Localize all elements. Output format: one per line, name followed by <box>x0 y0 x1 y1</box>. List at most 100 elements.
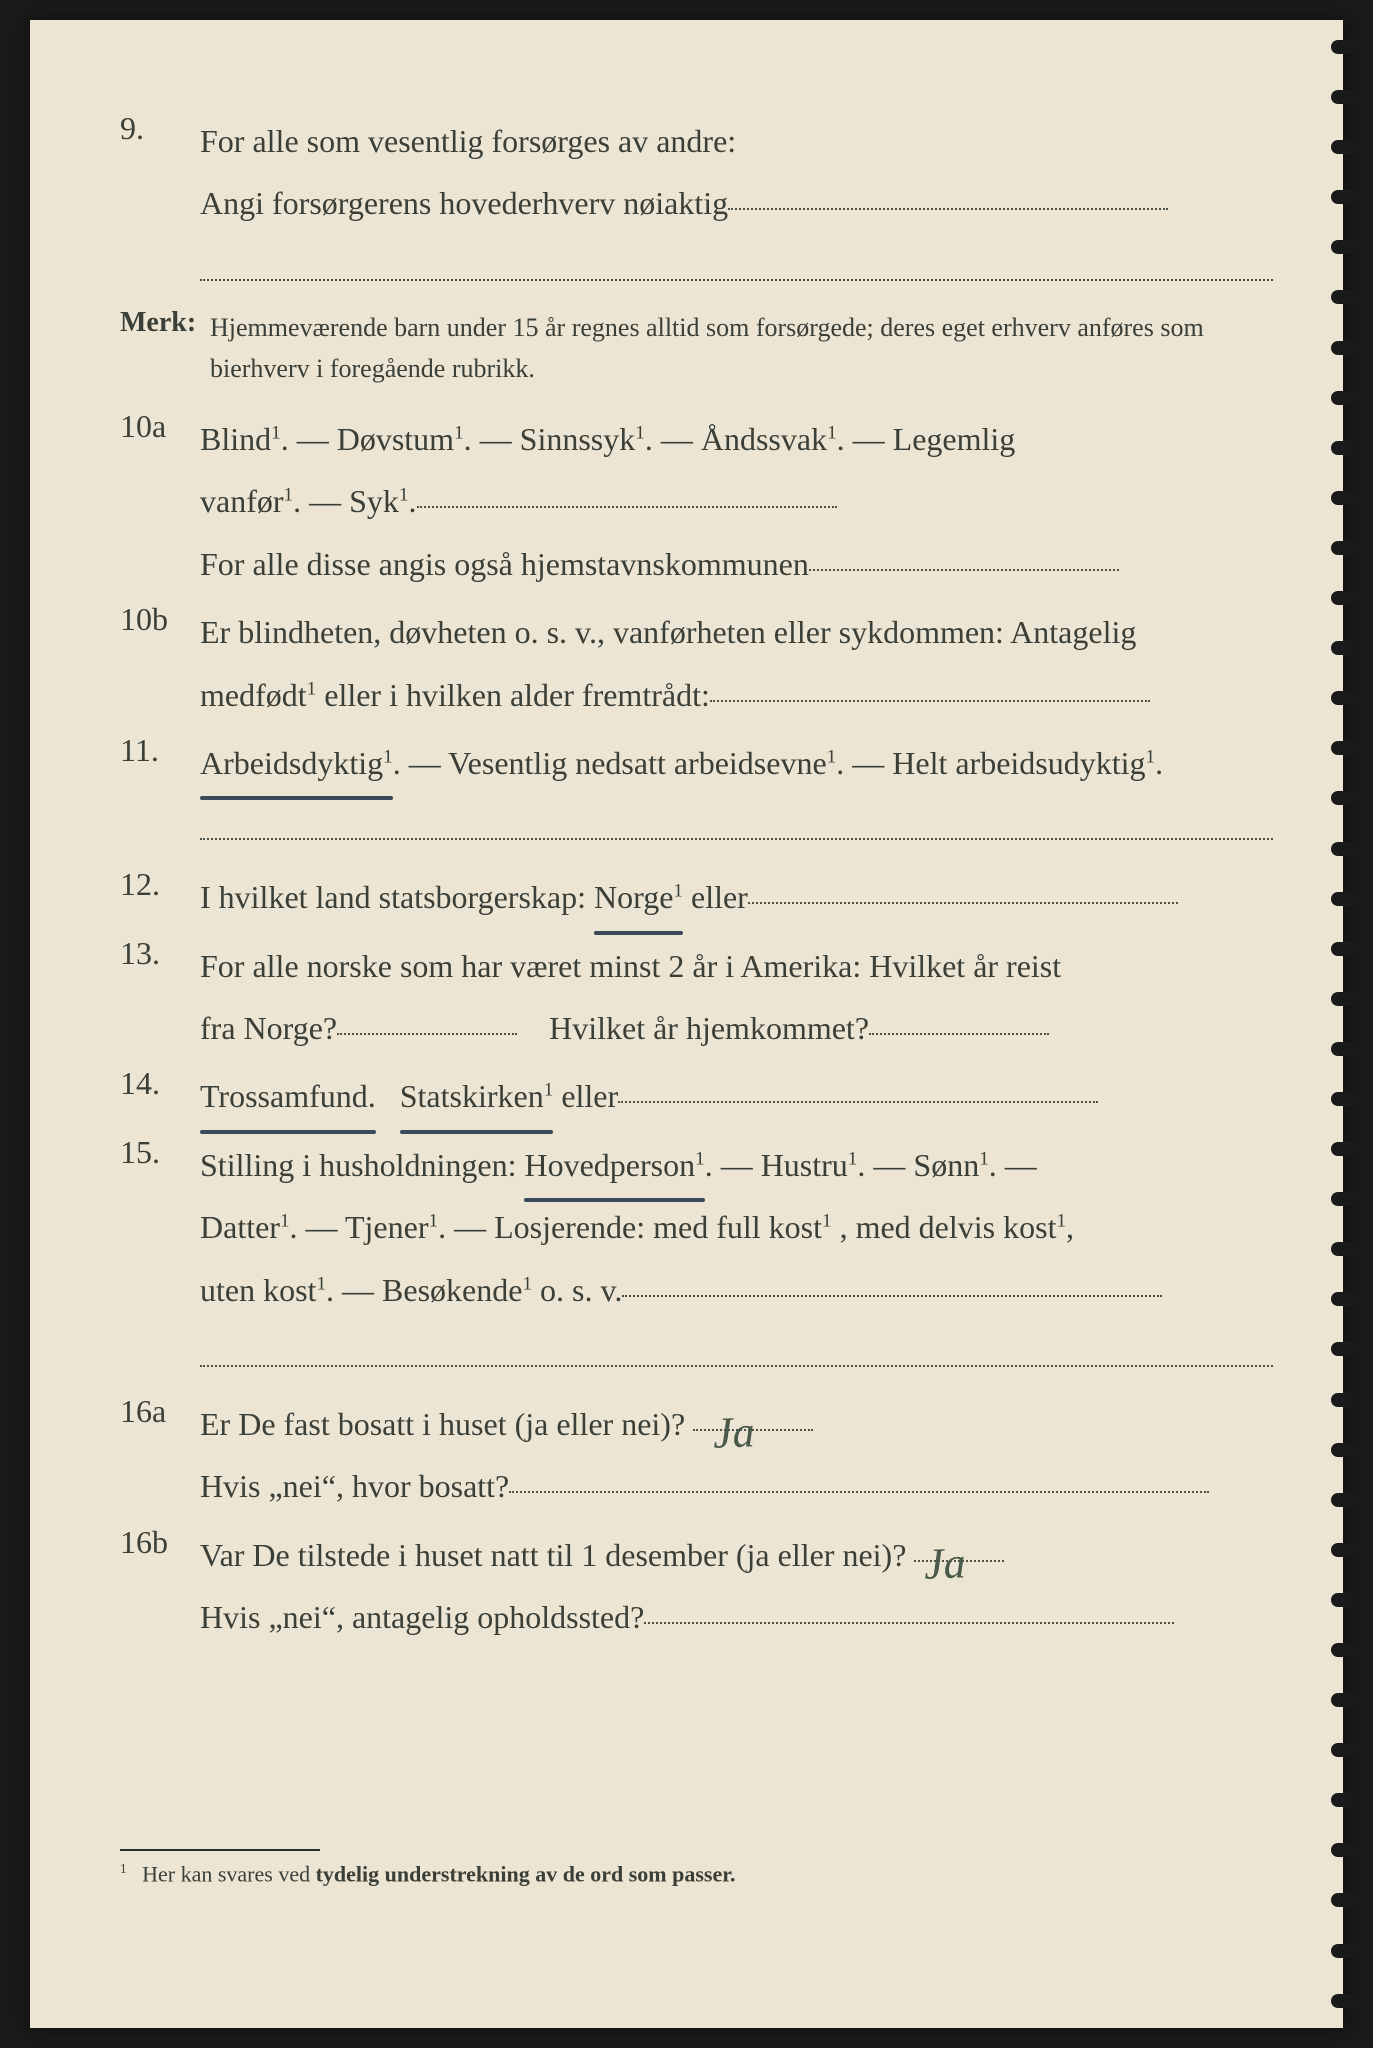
fill-line[interactable] <box>337 1032 517 1035</box>
q12-number: 12. <box>120 866 200 903</box>
opt-nedsatt: — Vesentlig nedsatt arbeidsevne <box>409 745 827 781</box>
sup: 1 <box>695 1148 705 1169</box>
period: . <box>857 1147 865 1183</box>
opt-norge: Norge <box>594 879 673 915</box>
opt-datter: Datter <box>200 1209 280 1245</box>
fill-line[interactable] <box>728 207 1168 210</box>
q14-number: 14. <box>120 1065 200 1102</box>
question-15: 15. Stilling i husholdningen: Hovedperso… <box>120 1134 1273 1387</box>
opt-delvis: , med delvis kost <box>840 1209 1057 1245</box>
q13-fra: fra Norge? <box>200 1010 337 1046</box>
q13-number: 13. <box>120 935 200 972</box>
fill-line[interactable] <box>200 245 1273 281</box>
q16b-q: Var De tilstede i huset natt til 1 desem… <box>200 1537 906 1573</box>
fill-line[interactable] <box>644 1621 1174 1624</box>
q9-number: 9. <box>120 110 200 147</box>
fill-line[interactable] <box>748 901 1178 904</box>
fill-line[interactable]: Ja <box>914 1559 1004 1562</box>
question-11: 11. Arbeidsdyktig1. — Vesentlig nedsatt … <box>120 732 1273 860</box>
opt-uten: uten kost <box>200 1272 316 1308</box>
sup: 1 <box>399 485 409 506</box>
question-9: 9. For alle som vesentlig forsørges av a… <box>120 110 1273 301</box>
fill-line[interactable] <box>710 699 1150 702</box>
footnote-text-a: Her kan svares ved <box>142 1861 316 1886</box>
opt-vanfor: vanfør <box>200 483 284 519</box>
q10a-number: 10a <box>120 408 200 445</box>
q11-content: Arbeidsdyktig1. — Vesentlig nedsatt arbe… <box>200 732 1273 860</box>
sep: . — <box>464 421 520 457</box>
sup: 1 <box>979 1148 989 1169</box>
q16a-hvis: Hvis „nei“, hvor bosatt? <box>200 1468 509 1504</box>
opt-statskirken: Statskirken <box>400 1078 544 1114</box>
sup: 1 <box>1146 746 1156 767</box>
period: . <box>393 745 401 781</box>
fill-line[interactable] <box>200 1331 1273 1367</box>
sup: 1 <box>307 678 317 699</box>
period: . <box>290 1209 298 1245</box>
fill-line[interactable] <box>809 568 1119 571</box>
page-perforation <box>1331 20 1355 2028</box>
footnote-text-b: tydelig understrekning av de ord som pas… <box>316 1861 736 1886</box>
sup: 1 <box>822 1211 832 1232</box>
question-14: 14. Trossamfund. Statskirken1 eller <box>120 1065 1273 1127</box>
q10b-content: Er blindheten, døvheten o. s. v., vanfør… <box>200 601 1273 726</box>
q12-text: I hvilket land statsborgerskap: <box>200 879 594 915</box>
q11-number: 11. <box>120 732 200 769</box>
sep: . — <box>837 421 893 457</box>
sup: 1 <box>1056 1211 1066 1232</box>
question-16b: 16b Var De tilstede i huset natt til 1 d… <box>120 1524 1273 1649</box>
question-12: 12. I hvilket land statsborgerskap: Norg… <box>120 866 1273 928</box>
q16b-number: 16b <box>120 1524 200 1561</box>
fill-line[interactable] <box>869 1032 1049 1035</box>
q16a-answer: Ja <box>712 1389 757 1476</box>
opt-dovstum: Døvstum <box>337 421 454 457</box>
question-10b: 10b Er blindheten, døvheten o. s. v., va… <box>120 601 1273 726</box>
fill-line[interactable]: Ja <box>693 1428 813 1431</box>
q14-content: Trossamfund. Statskirken1 eller <box>200 1065 1273 1127</box>
fill-line[interactable] <box>618 1100 1098 1103</box>
opt-medfodt: medfødt <box>200 677 307 713</box>
q16a-q: Er De fast bosatt i huset (ja eller nei)… <box>200 1406 685 1442</box>
q10b-line1: Er blindheten, døvheten o. s. v., vanfør… <box>200 614 1136 650</box>
opt-losjerende: — Losjerende: med full kost <box>454 1209 822 1245</box>
q16a-content: Er De fast bosatt i huset (ja eller nei)… <box>200 1393 1273 1518</box>
fill-line[interactable] <box>417 505 837 508</box>
question-16a: 16a Er De fast bosatt i huset (ja eller … <box>120 1393 1273 1518</box>
opt-arbeidsdyktig-selected: Arbeidsdyktig1 <box>200 732 393 794</box>
sep: . — <box>281 421 337 457</box>
opt-syk: Syk <box>349 483 399 519</box>
sup: 1 <box>522 1273 532 1294</box>
opt-arbeidsdyktig: Arbeidsdyktig <box>200 745 383 781</box>
q14-eller: eller <box>561 1078 618 1114</box>
fill-line[interactable] <box>509 1490 1209 1493</box>
opt-hovedperson: Hovedperson <box>524 1147 695 1183</box>
q10a-content: Blind1. — Døvstum1. — Sinnssyk1. — Åndss… <box>200 408 1273 595</box>
q9-line2: Angi forsørgerens hovederhverv nøiaktig <box>200 185 728 221</box>
q13-content: For alle norske som har været minst 2 år… <box>200 935 1273 1060</box>
period: . <box>409 483 417 519</box>
sup: 1 <box>827 746 837 767</box>
opt-andssvak: Åndssvak <box>701 421 827 457</box>
period: . <box>705 1147 713 1183</box>
q13-hjem: Hvilket år hjemkommet? <box>549 1010 869 1046</box>
q10b-number: 10b <box>120 601 200 638</box>
q12-eller: eller <box>691 879 748 915</box>
merk-label: Merk: <box>120 307 210 339</box>
sup: 1 <box>428 1211 438 1232</box>
footnote-rule <box>120 1849 320 1851</box>
sup: 1 <box>673 881 683 902</box>
fill-line[interactable] <box>200 804 1273 840</box>
q9-content: For alle som vesentlig forsørges av andr… <box>200 110 1273 301</box>
q15-osv: o. s. v. <box>540 1272 622 1308</box>
period: . <box>1155 745 1163 781</box>
opt-tjener: — Tjener <box>306 1209 429 1245</box>
opt-norge-selected: Norge1 <box>594 866 683 928</box>
q15-stilling: Stilling i husholdningen: <box>200 1147 524 1183</box>
opt-besokende: — Besøkende <box>342 1272 522 1308</box>
q9-line1: For alle som vesentlig forsørges av andr… <box>200 123 736 159</box>
q10a-line3: For alle disse angis også hjemstavnskomm… <box>200 546 809 582</box>
q16b-content: Var De tilstede i huset natt til 1 desem… <box>200 1524 1273 1649</box>
q16a-number: 16a <box>120 1393 200 1430</box>
fill-line[interactable] <box>622 1294 1162 1297</box>
sep: . — <box>645 421 701 457</box>
